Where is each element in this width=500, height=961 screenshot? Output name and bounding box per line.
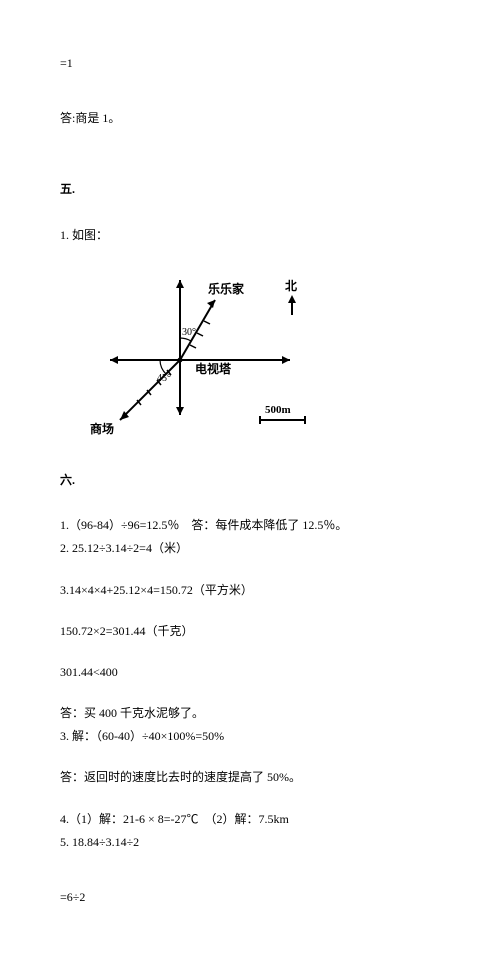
section-6-heading: 六. — [60, 471, 440, 490]
sec6-l9: 4.（1）解：21-6 × 8=-27℃ （2）解：7.5km — [60, 810, 440, 829]
label-angle45: 45° — [157, 373, 171, 384]
label-north: 北 — [285, 278, 297, 293]
label-lele-home: 乐乐家 — [208, 281, 245, 296]
sec6-l4: 150.72×2=301.44（千克） — [60, 622, 440, 641]
sec6-l3: 3.14×4×4+25.12×4=150.72（平方米） — [60, 581, 440, 600]
sec6-l11: =6÷2 — [60, 888, 440, 907]
label-mall: 商场 — [90, 421, 114, 436]
section-5-heading: 五. — [60, 180, 440, 199]
sec6-l1: 1.（96-84）÷96=12.5％ 答：每件成本降低了 12.5％。 — [60, 516, 440, 535]
sec6-l7: 3. 解：（60-40）÷40×100%=50% — [60, 727, 440, 746]
figure-diagram: 乐乐家 北 30° 电视塔 45° 商场 500m — [80, 255, 440, 451]
eq-line: =1 — [60, 54, 440, 73]
sec6-l10: 5. 18.84÷3.14÷2 — [60, 833, 440, 852]
answer-line: 答:商是 1。 — [60, 109, 440, 128]
label-angle30: 30° — [182, 327, 196, 338]
label-tv-tower: 电视塔 — [195, 361, 232, 376]
label-scale: 500m — [265, 404, 291, 416]
sec5-item1: 1. 如图： — [60, 226, 440, 245]
sec6-l2: 2. 25.12÷3.14÷2=4（米） — [60, 539, 440, 558]
sec6-l8: 答：返回时的速度比去时的速度提高了 50%。 — [60, 768, 440, 787]
sec6-l5: 301.44<400 — [60, 663, 440, 682]
